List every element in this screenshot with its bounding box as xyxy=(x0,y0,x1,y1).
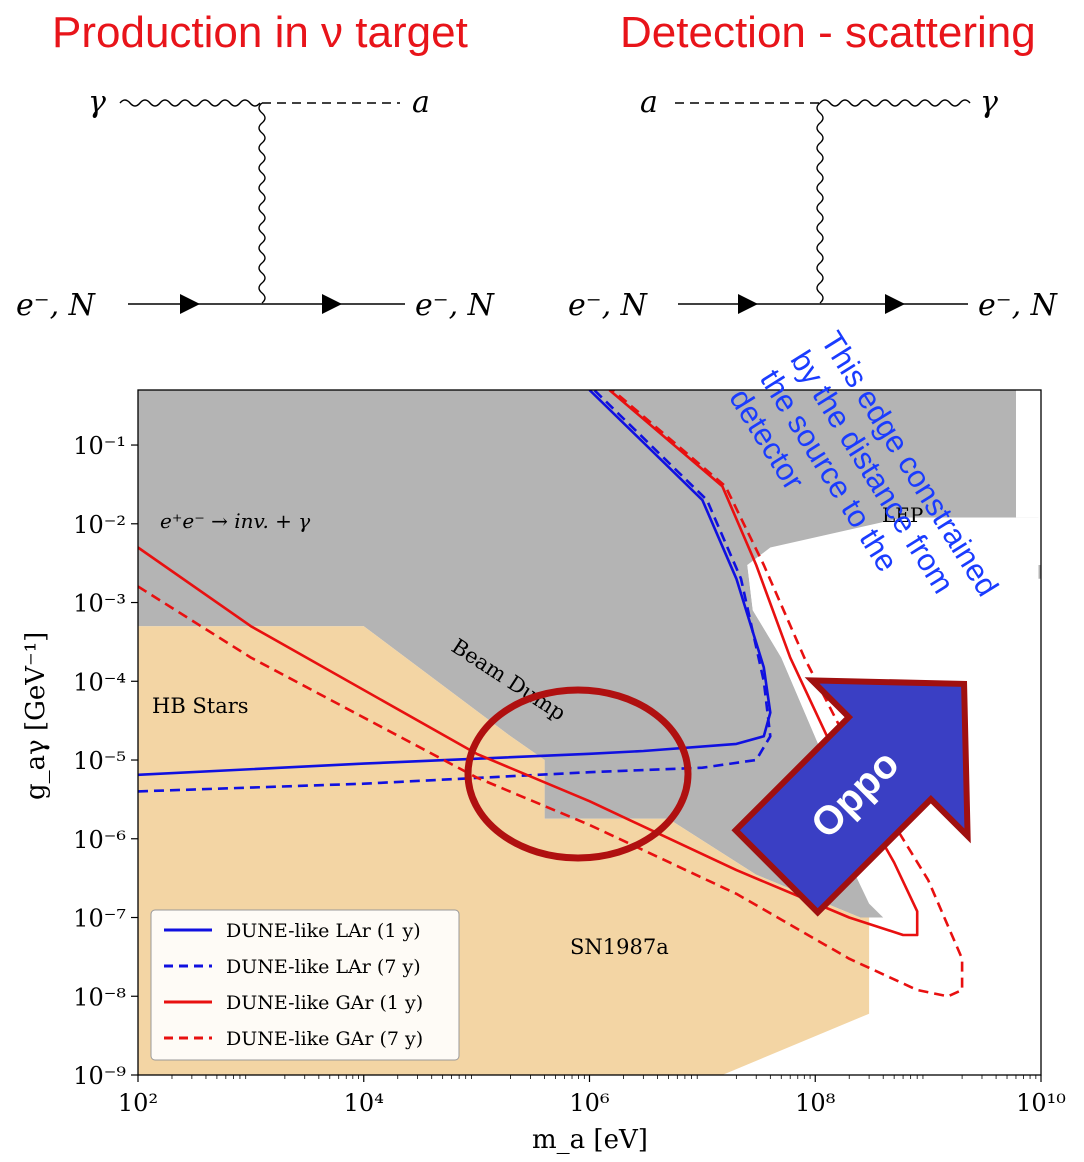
x-tick-label: 10² xyxy=(118,1089,158,1117)
photon-label: γ xyxy=(88,85,106,120)
y-tick-label: 10⁻⁹ xyxy=(73,1062,126,1090)
region-label-hb: HB Stars xyxy=(152,694,249,718)
x-tick-label: 10¹⁰ xyxy=(1016,1089,1066,1117)
fermion-in-label: e⁻, N xyxy=(16,288,97,323)
y-tick-label: 10⁻⁶ xyxy=(73,826,126,854)
legend-entry: DUNE-like LAr (1 y) xyxy=(226,920,421,942)
series-line-2 xyxy=(138,390,919,937)
series-line-0 xyxy=(138,390,772,777)
fermion-arrow xyxy=(180,294,200,314)
arrow-shape xyxy=(731,677,971,917)
photon-label: γ xyxy=(980,85,998,120)
photon-line xyxy=(819,99,971,107)
highlight-circle xyxy=(464,686,692,862)
y-axis-label: g_aγ [GeV⁻¹] xyxy=(21,632,51,800)
propagator-photon xyxy=(816,102,824,304)
legend-box xyxy=(150,909,460,1061)
legend-entry: DUNE-like LAr (7 y) xyxy=(226,956,421,978)
y-tick-label: 10⁻⁸ xyxy=(73,983,126,1011)
series-line-3 xyxy=(138,390,964,998)
region-label-lep: LEP xyxy=(882,503,923,527)
legend-entry: DUNE-like GAr (7 y) xyxy=(226,1028,423,1050)
y-tick-label: 10⁻³ xyxy=(73,590,126,618)
region-allowed-window xyxy=(747,517,1039,833)
legend: DUNE-like LAr (1 y) DUNE-like LAr (7 y) … xyxy=(150,909,460,1061)
fermion-in-label: e⁻, N xyxy=(568,288,649,323)
y-tick-label: 10⁻⁵ xyxy=(73,747,126,775)
feynman-diagram-detection: a γ e⁻, N e⁻, N xyxy=(568,85,1059,323)
x-axis: 10² 10⁴ 10⁶ 10⁸ 10¹⁰ xyxy=(118,1075,1066,1117)
feynman-diagram-production: γ a e⁻, N e⁻, N xyxy=(16,85,496,323)
legend-entry: DUNE-like GAr (1 y) xyxy=(226,992,423,1014)
fermion-arrow xyxy=(885,294,905,314)
x-tick-label: 10⁶ xyxy=(569,1089,609,1117)
y-tick-label: 10⁻⁷ xyxy=(73,905,126,933)
axion-label: a xyxy=(412,85,430,120)
x-tick-label: 10⁸ xyxy=(795,1089,835,1117)
fermion-out-label: e⁻, N xyxy=(415,288,496,323)
photon-line xyxy=(119,99,261,107)
region-label-sn: SN1987a xyxy=(570,935,669,959)
fermion-arrow xyxy=(322,294,342,314)
y-axis: 10⁻⁹ 10⁻⁸ 10⁻⁷ 10⁻⁶ 10⁻⁵ 10⁻⁴ 10⁻³ 10⁻² 10⁻¹ xyxy=(73,432,138,1090)
fermion-arrow xyxy=(738,294,758,314)
axion-label: a xyxy=(640,85,658,120)
x-axis-label: m_a [eV] xyxy=(532,1125,648,1155)
right-title: Detection - scattering xyxy=(620,8,1036,57)
fermion-out-label: e⁻, N xyxy=(978,288,1059,323)
oppo-arrow: Oppo xyxy=(731,677,971,917)
y-tick-label: 10⁻⁴ xyxy=(73,668,126,696)
left-title: Production in ν target xyxy=(52,8,468,57)
region-label-ee: e⁺e⁻ → inv. + γ xyxy=(160,509,310,533)
y-tick-label: 10⁻¹ xyxy=(73,432,126,460)
x-tick-label: 10⁴ xyxy=(344,1089,384,1117)
propagator-photon xyxy=(258,102,266,304)
y-tick-label: 10⁻² xyxy=(73,511,126,539)
series-group xyxy=(138,390,964,998)
